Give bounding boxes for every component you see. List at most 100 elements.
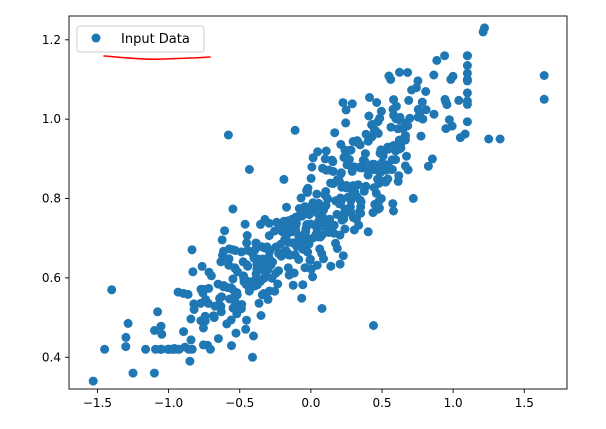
data-point — [273, 279, 283, 289]
data-point — [386, 122, 396, 132]
data-point — [270, 226, 280, 236]
data-point — [384, 71, 394, 81]
data-point — [198, 323, 208, 333]
legend-label: Input Data — [121, 32, 190, 47]
data-point — [290, 250, 300, 260]
data-point — [197, 261, 207, 271]
data-point — [326, 261, 336, 271]
y-tick-label: 0.6 — [42, 271, 61, 285]
data-point — [151, 344, 160, 354]
x-tick-label: 1.5 — [515, 396, 534, 410]
data-point — [404, 95, 414, 105]
data-point — [248, 352, 257, 362]
data-point — [187, 245, 197, 255]
data-point — [358, 155, 368, 165]
data-point — [320, 190, 330, 200]
data-point — [320, 219, 330, 229]
data-point — [282, 247, 292, 257]
data-point — [282, 202, 291, 212]
data-point — [395, 67, 404, 77]
x-tick-label: 0.5 — [372, 396, 391, 410]
data-point — [312, 260, 322, 270]
y-tick-label: 1.0 — [42, 112, 61, 126]
data-point — [373, 117, 383, 127]
data-point — [203, 298, 213, 308]
data-point — [315, 244, 325, 254]
data-point — [264, 218, 274, 228]
data-point — [363, 136, 373, 146]
data-point — [297, 293, 307, 303]
data-point — [224, 254, 234, 264]
y-axis: 0.4 0.6 0.8 1.0 1.2 — [42, 33, 69, 364]
data-point — [220, 226, 230, 236]
data-point — [209, 311, 219, 321]
data-point — [427, 154, 437, 164]
data-point — [189, 299, 199, 309]
data-point — [290, 125, 300, 135]
data-point — [288, 280, 298, 290]
data-point — [413, 76, 423, 86]
data-point — [462, 117, 472, 127]
data-point — [213, 334, 223, 344]
data-point — [408, 193, 418, 203]
data-point — [153, 307, 163, 317]
data-point — [413, 104, 423, 114]
data-point — [369, 165, 379, 175]
data-point — [300, 202, 310, 212]
data-point — [421, 105, 431, 115]
data-point — [150, 326, 159, 335]
data-point — [320, 154, 330, 164]
data-point — [236, 304, 246, 314]
data-point — [308, 272, 318, 282]
data-point — [213, 300, 223, 310]
data-point — [369, 321, 378, 330]
data-point — [262, 243, 272, 253]
data-point — [340, 224, 350, 234]
data-point — [230, 264, 240, 274]
data-point — [539, 94, 549, 104]
data-point — [302, 186, 312, 196]
data-point — [440, 51, 450, 61]
data-point — [343, 192, 353, 202]
data-point — [539, 71, 549, 80]
data-point — [298, 280, 308, 290]
data-point — [375, 148, 385, 158]
data-point — [206, 271, 216, 281]
data-point — [128, 368, 138, 378]
data-point — [324, 165, 334, 175]
data-point — [383, 174, 393, 184]
data-point — [227, 341, 236, 351]
data-point — [462, 68, 472, 78]
x-tick-label: 0.0 — [301, 396, 320, 410]
data-point — [186, 314, 196, 324]
data-point — [341, 105, 351, 115]
data-point — [100, 344, 110, 354]
data-point — [292, 242, 302, 251]
data-point — [339, 214, 349, 224]
data-point — [417, 97, 427, 107]
data-point — [250, 245, 260, 255]
y-tick-label: 0.4 — [42, 350, 61, 364]
data-point — [388, 199, 398, 209]
data-point — [310, 220, 320, 230]
data-point — [321, 146, 331, 156]
data-point — [369, 183, 379, 193]
data-point — [272, 217, 282, 227]
data-point — [282, 230, 292, 240]
data-point — [347, 99, 357, 109]
x-tick-label: −0.5 — [225, 396, 254, 410]
data-point — [291, 212, 301, 222]
x-tick-label: −1.5 — [83, 396, 112, 410]
data-point — [372, 98, 382, 107]
data-point — [256, 311, 266, 320]
data-point — [407, 85, 417, 95]
data-point — [332, 209, 342, 219]
legend-box — [76, 25, 205, 53]
data-point — [423, 161, 433, 171]
data-point — [368, 208, 378, 218]
data-point — [440, 94, 450, 104]
data-point — [312, 189, 322, 199]
data-point — [462, 96, 472, 106]
data-point — [355, 206, 365, 216]
